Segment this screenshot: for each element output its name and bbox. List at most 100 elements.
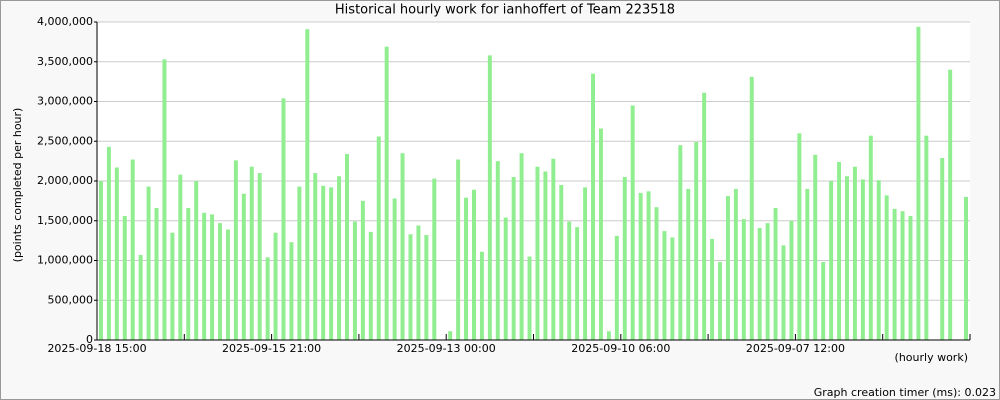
bar bbox=[392, 198, 397, 340]
bar bbox=[408, 234, 413, 340]
bar bbox=[178, 174, 183, 340]
bar bbox=[884, 195, 889, 340]
y-tick-label: 0 bbox=[86, 333, 93, 346]
bar bbox=[424, 235, 429, 340]
bar bbox=[305, 29, 310, 341]
bar bbox=[575, 227, 580, 340]
bar bbox=[868, 135, 873, 340]
bar bbox=[337, 176, 342, 340]
bar bbox=[527, 256, 532, 340]
chart-title: Historical hourly work for ianhoffert of… bbox=[335, 3, 675, 18]
x-tick-label: 2025-09-07 12:00 bbox=[746, 342, 845, 355]
footer: Graph creation timer (ms): 0.023 bbox=[814, 386, 996, 399]
bar bbox=[448, 331, 453, 340]
bar bbox=[321, 185, 326, 340]
bar bbox=[479, 251, 484, 340]
bar bbox=[281, 98, 286, 340]
bar bbox=[162, 59, 167, 341]
bar bbox=[924, 135, 929, 340]
y-tick-label: 500,000 bbox=[48, 293, 94, 306]
bar bbox=[845, 176, 849, 340]
bar bbox=[813, 154, 818, 340]
bar bbox=[146, 186, 151, 340]
bar bbox=[749, 76, 754, 340]
bar bbox=[551, 158, 556, 340]
bar bbox=[591, 73, 596, 341]
bar bbox=[821, 262, 826, 340]
bar bbox=[360, 200, 365, 340]
bar bbox=[622, 177, 627, 340]
bar bbox=[837, 161, 842, 340]
bar bbox=[876, 180, 881, 340]
bar bbox=[154, 208, 159, 340]
bar bbox=[694, 142, 699, 340]
bar bbox=[916, 26, 921, 341]
bar bbox=[741, 219, 746, 340]
bar bbox=[233, 160, 238, 340]
bar bbox=[210, 214, 215, 340]
bar bbox=[678, 145, 683, 340]
bar bbox=[249, 166, 254, 340]
bar bbox=[630, 105, 635, 340]
bar bbox=[852, 166, 857, 340]
bar bbox=[535, 166, 540, 340]
bar bbox=[773, 208, 778, 340]
bar bbox=[456, 159, 461, 340]
bar bbox=[789, 220, 794, 340]
x-tick-label: 2025-09-18 15:00 bbox=[47, 342, 146, 355]
y-tick-label: 2,500,000 bbox=[37, 134, 93, 147]
bar bbox=[376, 136, 381, 340]
bar bbox=[654, 207, 659, 340]
bar bbox=[297, 186, 302, 340]
bar bbox=[733, 188, 738, 340]
bar bbox=[265, 257, 270, 340]
bar bbox=[329, 187, 334, 340]
bar bbox=[416, 225, 421, 340]
bar bbox=[948, 69, 953, 340]
bar bbox=[194, 181, 199, 340]
bar bbox=[218, 223, 222, 340]
bar bbox=[900, 211, 905, 340]
bar bbox=[718, 262, 722, 340]
bar bbox=[598, 128, 603, 340]
bar bbox=[686, 188, 691, 340]
bar bbox=[511, 177, 516, 340]
bar bbox=[614, 235, 619, 340]
bar bbox=[503, 217, 508, 340]
bar bbox=[432, 178, 437, 340]
bar bbox=[559, 184, 564, 340]
bar bbox=[464, 197, 469, 340]
bar bbox=[122, 215, 127, 340]
bar bbox=[567, 221, 572, 340]
bar bbox=[765, 223, 770, 340]
y-tick-label: 3,000,000 bbox=[37, 95, 93, 108]
y-axis-title: (points completed per hour) bbox=[11, 108, 24, 263]
bar bbox=[384, 46, 389, 341]
bar bbox=[638, 192, 643, 340]
bar bbox=[202, 212, 207, 340]
bar bbox=[241, 193, 246, 340]
bar bbox=[670, 237, 675, 340]
bar bbox=[583, 187, 588, 340]
bar bbox=[829, 181, 834, 340]
x-tick-label: 2025-09-13 00:00 bbox=[397, 342, 496, 355]
y-tick-label: 1,000,000 bbox=[37, 254, 93, 267]
bar bbox=[940, 157, 945, 340]
x-tick-label: 2025-09-15 21:00 bbox=[222, 342, 321, 355]
bar bbox=[805, 188, 810, 340]
bar bbox=[345, 153, 349, 340]
bar bbox=[257, 173, 262, 340]
bar bbox=[106, 146, 111, 340]
bar bbox=[710, 239, 715, 340]
bar bbox=[797, 133, 802, 340]
bar bbox=[519, 153, 524, 340]
bar bbox=[130, 159, 135, 340]
bar bbox=[662, 231, 667, 340]
bar bbox=[471, 189, 476, 340]
y-tick-label: 3,500,000 bbox=[37, 55, 93, 68]
bar bbox=[313, 173, 318, 340]
bar bbox=[606, 331, 611, 340]
bar bbox=[702, 92, 707, 340]
bar bbox=[964, 196, 969, 340]
